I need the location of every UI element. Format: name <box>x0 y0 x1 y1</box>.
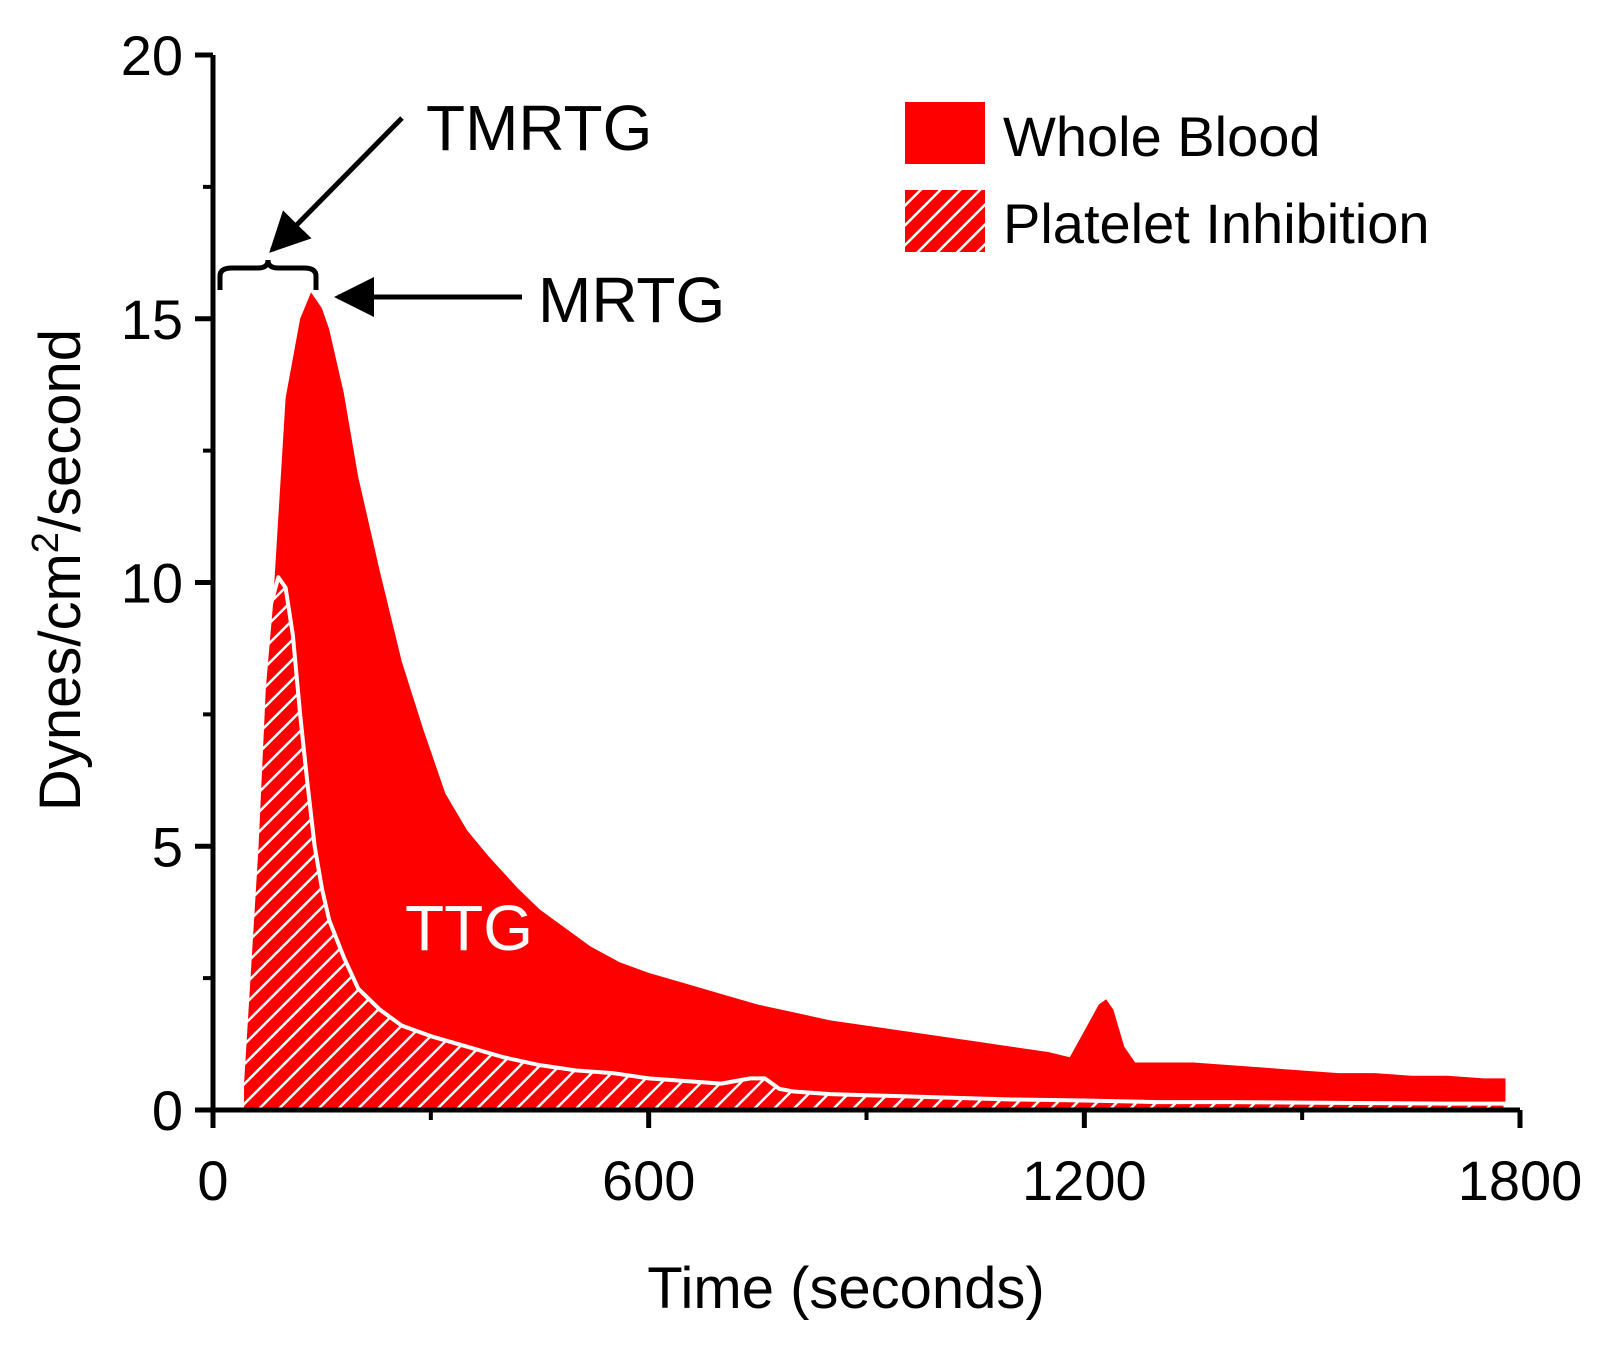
series-area-platelet-inhibition <box>240 575 1508 1112</box>
series-area-whole-blood <box>242 292 1506 1110</box>
y-tick-label: 20 <box>121 24 183 87</box>
y-tick-label: 5 <box>152 815 183 878</box>
annotation-ttg: TTG <box>405 892 533 964</box>
y-tick-label: 15 <box>121 288 183 351</box>
y-tick-label: 10 <box>121 552 183 615</box>
x-tick-label: 1800 <box>1458 1149 1583 1212</box>
series-layer <box>240 292 1508 1112</box>
legend-label-platelet-inhibition: Platelet Inhibition <box>1003 192 1430 255</box>
annotation-tmrtg: TMRTG <box>426 92 652 164</box>
legend: Whole Blood Platelet Inhibition <box>905 102 1430 255</box>
tick-label-layer: 0 600 1200 1800 0 5 10 15 20 <box>121 24 1583 1212</box>
x-tick-label: 0 <box>197 1149 228 1212</box>
legend-label-whole-blood: Whole Blood <box>1003 105 1321 168</box>
annotation-tmrtg-arrow <box>269 116 404 253</box>
axes-layer <box>195 52 1523 1128</box>
x-tick-label: 600 <box>602 1149 695 1212</box>
annotation-mrtg: MRTG <box>538 264 725 336</box>
x-axis-title: Time (seconds) <box>647 1256 1045 1321</box>
legend-swatch-whole-blood <box>905 102 985 164</box>
annotation-tmrtg-bracket <box>217 259 319 290</box>
annotations: TMRTG MRTG TTG <box>217 92 725 964</box>
y-axis-title: Dynes/cm2/second <box>25 329 93 811</box>
y-tick-label: 0 <box>152 1079 183 1142</box>
legend-swatch-platelet-inhibition <box>905 190 985 252</box>
x-tick-label: 1200 <box>1022 1149 1147 1212</box>
